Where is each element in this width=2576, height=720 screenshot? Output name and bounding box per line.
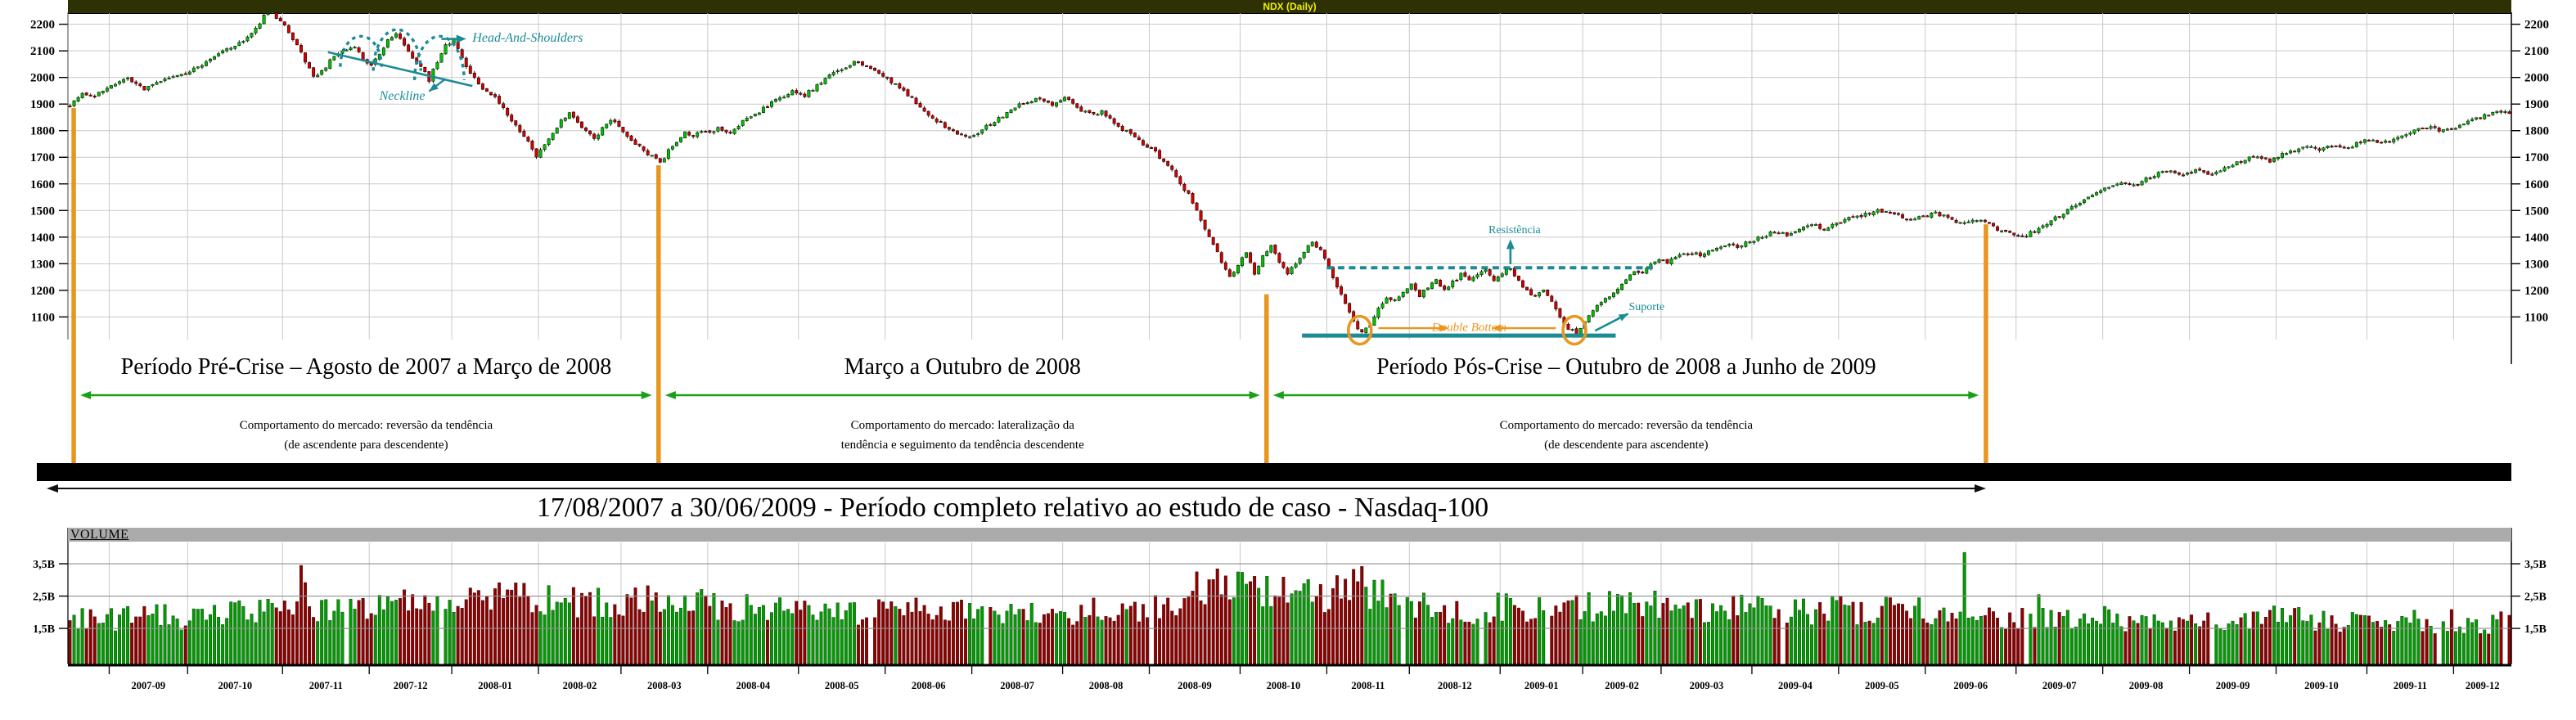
- svg-text:2,5B: 2,5B: [2524, 592, 2547, 604]
- svg-text:2007-10: 2007-10: [218, 680, 252, 691]
- svg-text:2008-09: 2008-09: [1178, 680, 1212, 691]
- svg-text:1500: 1500: [2524, 205, 2549, 218]
- svg-text:2100: 2100: [30, 45, 55, 58]
- svg-text:2007-11: 2007-11: [309, 680, 343, 691]
- volume-panel-header: [68, 528, 2511, 542]
- svg-text:2008-08: 2008-08: [1089, 680, 1124, 691]
- svg-text:1100: 1100: [2524, 311, 2548, 324]
- svg-text:2008-11: 2008-11: [1351, 680, 1385, 691]
- svg-text:1400: 1400: [30, 232, 55, 245]
- svg-text:1600: 1600: [30, 178, 55, 191]
- svg-text:3,5B: 3,5B: [33, 559, 55, 571]
- study-period-label: 17/08/2007 a 30/06/2009 - Período comple…: [536, 493, 1489, 523]
- svg-text:1900: 1900: [2524, 98, 2549, 111]
- svg-text:2008-02: 2008-02: [563, 680, 597, 691]
- svg-text:2009-07: 2009-07: [2042, 680, 2077, 691]
- support-label: Suporte: [1628, 300, 1665, 313]
- svg-text:2000: 2000: [30, 72, 55, 85]
- svg-text:2008-12: 2008-12: [1438, 680, 1472, 691]
- svg-text:2009-02: 2009-02: [1605, 680, 1639, 691]
- chart-title: NDX (Daily): [1263, 1, 1317, 12]
- svg-text:2009-12: 2009-12: [2466, 680, 2500, 691]
- svg-text:2009-06: 2009-06: [1953, 680, 1988, 691]
- period-2-behavior-line-1: Comportamento do mercado: lateralização …: [850, 419, 1074, 432]
- svg-text:2008-06: 2008-06: [912, 680, 946, 691]
- svg-text:2009-03: 2009-03: [1690, 680, 1724, 691]
- svg-text:2100: 2100: [2524, 45, 2549, 58]
- svg-text:1200: 1200: [2524, 285, 2549, 298]
- svg-text:1500: 1500: [30, 205, 55, 218]
- svg-text:1400: 1400: [2524, 232, 2549, 245]
- period-1-title: Período Pré-Crise – Agosto de 2007 a Mar…: [120, 354, 612, 380]
- svg-text:2008-07: 2008-07: [1000, 680, 1034, 691]
- svg-text:2000: 2000: [2524, 72, 2549, 85]
- svg-text:2007-12: 2007-12: [394, 680, 428, 691]
- svg-text:3,5B: 3,5B: [2524, 559, 2547, 571]
- svg-text:2009-11: 2009-11: [2394, 680, 2427, 691]
- study-period-divider-bar: [37, 463, 2511, 481]
- svg-text:1300: 1300: [30, 258, 55, 271]
- svg-text:2008-10: 2008-10: [1267, 680, 1301, 691]
- period-3-behavior-line-2: (de descendente para ascendente): [1544, 439, 1709, 452]
- svg-text:2008-05: 2008-05: [825, 680, 859, 691]
- period-1-behavior-line-1: Comportamento do mercado: reversão da te…: [239, 419, 493, 432]
- svg-text:1,5B: 1,5B: [2524, 623, 2547, 636]
- head-and-shoulders-label: Head-And-Shoulders: [472, 30, 583, 45]
- svg-text:1700: 1700: [2524, 151, 2549, 164]
- svg-text:1200: 1200: [30, 285, 55, 298]
- svg-text:1800: 1800: [2524, 125, 2549, 138]
- svg-text:2007-09: 2007-09: [132, 680, 166, 691]
- volume-panel-label: VOLUME: [70, 528, 129, 542]
- period-2-title: Março a Outubro de 2008: [844, 354, 1081, 380]
- resistance-label: Resistência: [1488, 223, 1541, 236]
- period-2-behavior-line-2: tendência e seguimento da tendência desc…: [840, 439, 1084, 452]
- svg-text:1900: 1900: [30, 98, 55, 111]
- svg-text:2009-10: 2009-10: [2304, 680, 2339, 691]
- svg-text:2009-04: 2009-04: [1778, 680, 1813, 691]
- chart-title-bar: NDX (Daily): [68, 0, 2511, 14]
- period-3-title: Período Pós-Crise – Outubro de 2008 a Ju…: [1376, 354, 1876, 380]
- svg-text:1,5B: 1,5B: [33, 623, 55, 636]
- svg-text:2009-09: 2009-09: [2216, 680, 2250, 691]
- svg-text:2008-04: 2008-04: [736, 680, 770, 691]
- svg-text:1600: 1600: [2524, 178, 2549, 191]
- svg-text:1300: 1300: [2524, 258, 2549, 271]
- period-3-behavior-line-1: Comportamento do mercado: reversão da te…: [1499, 419, 1754, 432]
- svg-text:2008-03: 2008-03: [647, 680, 682, 691]
- svg-text:1100: 1100: [31, 311, 55, 324]
- svg-text:2,5B: 2,5B: [33, 592, 55, 604]
- svg-text:2009-05: 2009-05: [1865, 680, 1899, 691]
- svg-text:2008-01: 2008-01: [478, 680, 512, 691]
- svg-text:2200: 2200: [2524, 19, 2549, 32]
- neckline-label: Neckline: [379, 89, 426, 104]
- svg-text:1700: 1700: [30, 151, 55, 164]
- svg-text:2009-01: 2009-01: [1524, 680, 1559, 691]
- svg-text:2009-08: 2009-08: [2129, 680, 2164, 691]
- period-1-behavior-line-2: (de ascendente para descendente): [284, 439, 448, 452]
- svg-text:2200: 2200: [30, 19, 55, 32]
- double-bottom-label: Double Bottom: [1431, 321, 1507, 335]
- svg-text:1800: 1800: [30, 125, 55, 138]
